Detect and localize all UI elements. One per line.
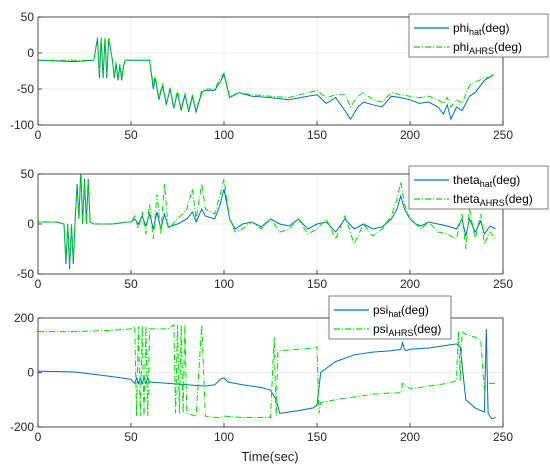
legend-entry-1-subscript: hat [469, 27, 482, 37]
legend-entry-1-unit: (deg) [482, 21, 510, 35]
legend-entry-1: thetahat(deg) [453, 173, 520, 189]
legend-box [408, 13, 549, 58]
legend-entry-2: thetaAHRS(deg) [453, 192, 533, 208]
series-theta-ahrs-line [38, 174, 496, 267]
legend-entry-1-base: phi [453, 21, 469, 35]
legend-entry-2-subscript: AHRS [480, 198, 505, 208]
y-tick-label: -100 [10, 118, 34, 132]
legend-entry-1-base: theta [453, 173, 480, 187]
x-tick-label: 0 [35, 430, 42, 444]
legend-entry-1-unit: (deg) [401, 303, 429, 317]
x-axis-label: Time(sec) [241, 449, 298, 464]
y-tick-labels: -200 0 200 [10, 311, 42, 434]
legend-entry-1-base: psi [373, 303, 388, 317]
legend-entry-2-unit: (deg) [505, 192, 533, 206]
series-theta-hat-line [38, 174, 496, 270]
y-tick-label: 200 [14, 311, 34, 325]
y-tick-label: 0 [27, 217, 34, 231]
x-tick-label: 50 [124, 277, 138, 291]
y-tick-label: 0 [27, 366, 34, 380]
x-tick-label: 0 [35, 128, 42, 142]
legend-entry-2-subscript: AHRS [388, 328, 413, 338]
y-tick-label: -50 [17, 267, 35, 281]
x-tick-label: 100 [214, 128, 234, 142]
legend-entry-2-base: theta [453, 192, 480, 206]
series-psi-ahrs-line [38, 323, 496, 418]
legend-entry-2-unit: (deg) [494, 40, 522, 54]
y-tick-label: 50 [21, 10, 35, 24]
series-phi-ahrs-line [38, 37, 494, 111]
x-tick-labels: 0 50 100 150 200 250 [35, 121, 513, 142]
legend: psihat(deg) psiAHRS(deg) [328, 295, 452, 340]
legend-entry-2: psiAHRS(deg) [373, 322, 441, 338]
legend: phihat(deg) phiAHRS(deg) [408, 13, 549, 58]
legend-entry-1: phihat(deg) [453, 21, 510, 37]
y-tick-labels: -50 0 50 [17, 167, 42, 281]
legend-entry-2-base: phi [453, 40, 469, 54]
legend-entry-1-subscript: hat [388, 309, 401, 319]
y-tick-label: 0 [27, 46, 34, 60]
x-tick-label: 100 [214, 430, 234, 444]
x-tick-label: 0 [35, 277, 42, 291]
x-tick-labels: 0 50 100 150 200 250 [35, 270, 513, 291]
legend-entry-2: phiAHRS(deg) [453, 40, 522, 56]
x-tick-label: 250 [493, 128, 513, 142]
x-tick-label: 100 [214, 277, 234, 291]
legend-entry-1-unit: (deg) [492, 173, 520, 187]
x-tick-label: 50 [124, 128, 138, 142]
x-tick-label: 250 [493, 430, 513, 444]
x-tick-label: 200 [400, 430, 420, 444]
y-tick-labels: -100 -50 0 50 [10, 10, 42, 132]
series-psi-hat-line [38, 328, 496, 420]
legend-entry-1-subscript: hat [480, 179, 493, 189]
legend-entry-2-subscript: AHRS [469, 46, 494, 56]
x-tick-labels: 0 50 100 150 200 250 [35, 423, 513, 444]
y-tick-label: -200 [10, 420, 34, 434]
legend-box [328, 295, 452, 340]
x-tick-label: 150 [307, 128, 327, 142]
x-tick-label: 200 [400, 128, 420, 142]
axes-box [37, 16, 504, 126]
x-tick-label: 150 [307, 277, 327, 291]
x-tick-label: 50 [124, 430, 138, 444]
legend-entry-2-unit: (deg) [413, 322, 441, 336]
legend-box [408, 165, 549, 210]
x-tick-label: 250 [493, 277, 513, 291]
y-tick-label: -50 [17, 82, 35, 96]
x-tick-label: 150 [307, 430, 327, 444]
x-tick-label: 200 [400, 277, 420, 291]
legend: thetahat(deg) thetaAHRS(deg) [408, 165, 549, 210]
legend-entry-1: psihat(deg) [373, 303, 429, 319]
legend-entry-2-base: psi [373, 322, 388, 336]
y-tick-label: 50 [21, 167, 35, 181]
